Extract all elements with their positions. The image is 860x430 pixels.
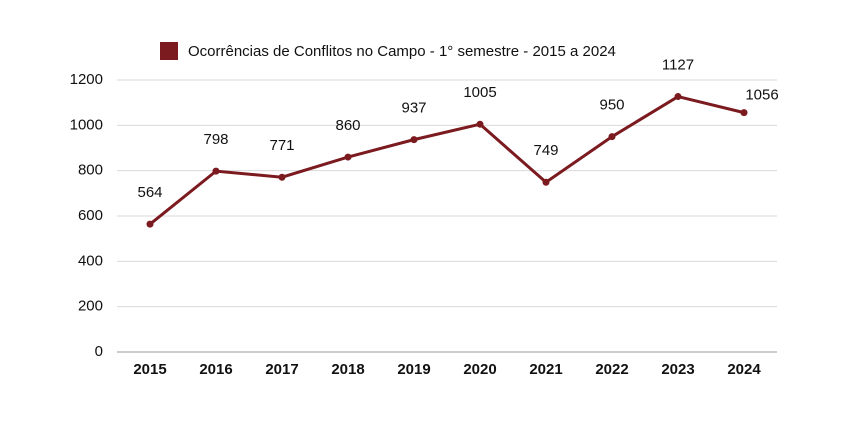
data-label: 564 — [137, 184, 162, 201]
y-tick-label: 0 — [95, 343, 103, 360]
data-label: 860 — [335, 117, 360, 134]
y-tick-label: 600 — [78, 207, 103, 224]
data-label: 937 — [401, 100, 426, 117]
point — [146, 220, 154, 228]
y-tick-label: 400 — [78, 252, 103, 269]
data-label: 749 — [533, 142, 558, 159]
data-label: 1127 — [662, 57, 694, 74]
x-tick-label: 2017 — [265, 361, 298, 378]
legend-label: Ocorrências de Conflitos no Campo - 1° s… — [188, 43, 616, 60]
point — [344, 153, 352, 161]
data-label: 771 — [269, 137, 294, 154]
y-tick-label: 1000 — [70, 116, 103, 133]
point — [410, 136, 418, 144]
x-tick-label: 2024 — [727, 361, 761, 378]
x-tick-label: 2015 — [133, 361, 166, 378]
point — [476, 120, 484, 128]
legend-swatch — [160, 42, 178, 60]
y-tick-label: 1200 — [70, 71, 103, 88]
x-tick-label: 2022 — [595, 361, 628, 378]
x-tick-label: 2018 — [331, 361, 364, 378]
x-tick-label: 2023 — [661, 361, 694, 378]
y-tick-label: 800 — [78, 162, 103, 179]
data-label: 798 — [203, 131, 228, 148]
line — [149, 94, 745, 226]
point — [740, 109, 748, 117]
point — [608, 133, 616, 141]
y-tick-label: 200 — [78, 298, 103, 315]
point — [212, 167, 220, 175]
x-tick-label: 2019 — [397, 361, 430, 378]
x-tick-label: 2020 — [463, 361, 496, 378]
point — [674, 93, 682, 101]
point — [542, 178, 550, 186]
point — [278, 173, 286, 181]
data-label: 950 — [599, 97, 624, 114]
x-tick-label: 2016 — [199, 361, 232, 378]
data-label: 1005 — [463, 84, 496, 101]
x-tick-label: 2021 — [529, 361, 562, 378]
data-label: 1056 — [745, 87, 778, 104]
